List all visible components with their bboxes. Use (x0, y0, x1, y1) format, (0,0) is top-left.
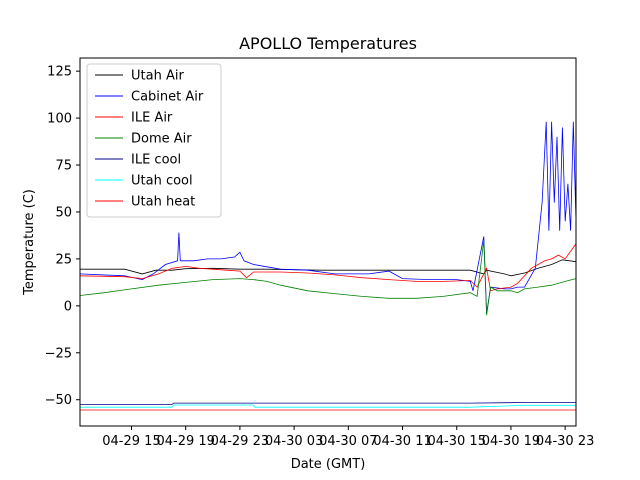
y-tick-label: −50 (45, 393, 72, 408)
y-tick-label: 0 (64, 299, 72, 314)
y-axis: −50 −25 0 25 50 75 100 125 (45, 65, 80, 408)
x-tick-label: 04-29 19 (156, 434, 214, 449)
x-tick-label: 04-30 19 (482, 434, 540, 449)
x-tick-label: 04-30 15 (428, 434, 486, 449)
legend-label: ILE cool (131, 153, 181, 168)
legend-label: Cabinet Air (131, 90, 204, 105)
series-line-dome-air (80, 240, 576, 316)
y-tick-label: 50 (55, 205, 72, 220)
y-tick-label: 100 (47, 112, 72, 127)
x-tick-label: 04-30 03 (265, 434, 323, 449)
y-axis-title: Temperature (C) (22, 189, 37, 296)
legend-label: Utah heat (131, 195, 195, 210)
x-tick-label: 04-29 23 (211, 434, 269, 449)
series-line-ile-air (80, 243, 576, 292)
x-tick-label: 04-30 11 (373, 434, 431, 449)
plot-series (80, 121, 576, 411)
chart-title: APOLLO Temperatures (239, 34, 417, 53)
legend-label: Utah cool (131, 174, 193, 189)
y-tick-label: −25 (45, 346, 72, 361)
x-tick-label: 04-29 15 (102, 434, 160, 449)
plot-frame (79, 57, 577, 427)
y-tick-label: 75 (55, 159, 72, 174)
legend-label: Dome Air (131, 132, 192, 147)
x-axis-title: Date (GMT) (291, 457, 366, 472)
series-line-cabinet-air (80, 121, 576, 314)
series-line-utah-cool (80, 404, 576, 408)
legend-box (86, 63, 222, 218)
legend: Utah Air Cabinet Air ILE Air Dome Air ILE co… (86, 63, 222, 218)
series-line-utah-air (80, 259, 576, 277)
series-line-ile-cool (80, 402, 576, 405)
x-tick-label: 04-30 23 (536, 434, 594, 449)
y-tick-label: 125 (47, 65, 72, 80)
y-tick-label: 25 (55, 252, 72, 267)
legend-label: Utah Air (131, 69, 184, 84)
x-tick-label: 04-30 07 (319, 434, 377, 449)
legend-label: ILE Air (131, 111, 173, 126)
